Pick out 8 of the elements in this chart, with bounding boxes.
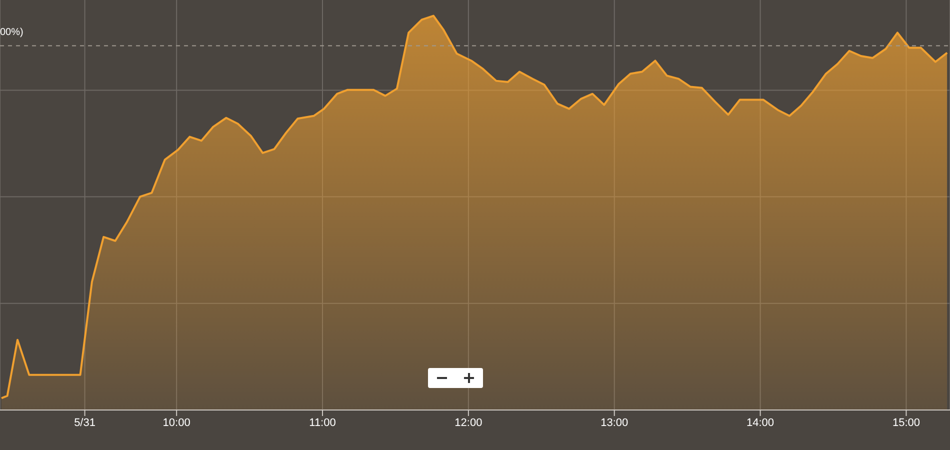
annotation: 00%): [0, 27, 24, 38]
x-tick-label: 5/31: [74, 416, 96, 429]
x-tick-label: 10:00: [162, 416, 190, 429]
x-tick-label: 12:00: [454, 416, 482, 429]
x-tick-label: 15:00: [892, 416, 920, 429]
x-tick-label: 14:00: [746, 416, 774, 429]
x-tick-label: 11:00: [309, 416, 336, 429]
x-tick-label: 13:00: [600, 416, 628, 429]
